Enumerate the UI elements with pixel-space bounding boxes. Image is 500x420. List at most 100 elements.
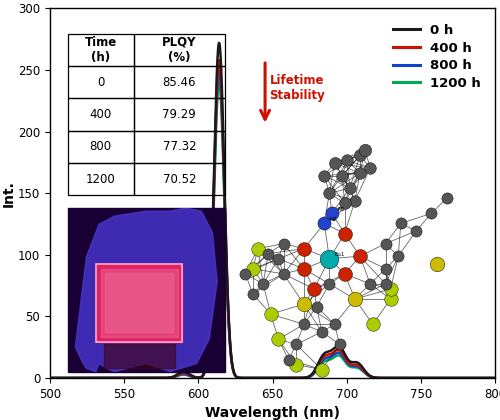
Point bbox=[386, 286, 394, 292]
Point bbox=[326, 255, 334, 262]
400 h bbox=[336, 348, 342, 353]
400 h bbox=[217, 63, 223, 68]
Bar bbox=[104, 344, 174, 368]
Point bbox=[249, 265, 257, 272]
Point bbox=[432, 260, 440, 267]
Text: 0: 0 bbox=[97, 76, 104, 89]
0 h bbox=[216, 40, 222, 45]
Bar bbox=[68, 163, 134, 195]
400 h bbox=[413, 375, 419, 381]
Point bbox=[249, 291, 257, 297]
Point bbox=[259, 281, 267, 287]
Point bbox=[382, 265, 390, 272]
Point bbox=[292, 361, 300, 368]
X-axis label: Wavelength (nm): Wavelength (nm) bbox=[205, 406, 340, 420]
Bar bbox=[134, 163, 225, 195]
Text: 77.32: 77.32 bbox=[162, 140, 196, 153]
Text: Lifetime
Stability: Lifetime Stability bbox=[270, 74, 326, 102]
Bar bbox=[106, 273, 173, 332]
Point bbox=[280, 240, 287, 247]
Text: Time
(h): Time (h) bbox=[84, 36, 116, 64]
1200 h bbox=[47, 375, 53, 381]
800 h bbox=[128, 375, 134, 381]
Bar bbox=[134, 98, 225, 131]
Text: N1: N1 bbox=[337, 207, 344, 212]
Bar bbox=[134, 131, 225, 163]
Point bbox=[356, 253, 364, 260]
Point bbox=[241, 270, 249, 277]
Point bbox=[351, 197, 359, 204]
Point bbox=[366, 165, 374, 171]
Point bbox=[412, 228, 420, 234]
Text: N2: N2 bbox=[330, 217, 337, 222]
Bar bbox=[134, 66, 225, 98]
0 h bbox=[128, 375, 134, 381]
0 h bbox=[217, 47, 223, 52]
0 h bbox=[492, 375, 498, 381]
Polygon shape bbox=[76, 208, 217, 372]
800 h bbox=[47, 375, 53, 381]
Point bbox=[340, 230, 348, 237]
1200 h bbox=[217, 85, 223, 90]
Point bbox=[338, 172, 346, 179]
Bar bbox=[134, 34, 225, 66]
Point bbox=[300, 321, 308, 328]
Point bbox=[300, 245, 308, 252]
1200 h bbox=[492, 375, 498, 381]
Text: 79.29: 79.29 bbox=[162, 108, 196, 121]
0 h bbox=[413, 375, 419, 381]
Point bbox=[351, 296, 359, 302]
Point bbox=[336, 341, 344, 348]
Point bbox=[264, 250, 272, 257]
1200 h bbox=[379, 375, 385, 381]
400 h bbox=[379, 375, 385, 381]
Point bbox=[397, 220, 405, 227]
Point bbox=[326, 281, 334, 287]
0 h bbox=[47, 375, 53, 381]
Point bbox=[274, 255, 282, 262]
Point bbox=[280, 270, 287, 277]
1200 h bbox=[413, 375, 419, 381]
Text: 70.52: 70.52 bbox=[162, 173, 196, 186]
Point bbox=[386, 296, 394, 302]
400 h bbox=[47, 375, 53, 381]
Y-axis label: Int.: Int. bbox=[1, 180, 15, 207]
Bar bbox=[100, 268, 178, 337]
Text: Eu1: Eu1 bbox=[334, 252, 345, 257]
1200 h bbox=[314, 368, 320, 373]
Point bbox=[343, 157, 351, 164]
Point bbox=[284, 356, 292, 363]
Polygon shape bbox=[76, 208, 217, 372]
400 h bbox=[128, 375, 134, 381]
Text: 1200: 1200 bbox=[86, 173, 116, 186]
Point bbox=[330, 321, 338, 328]
Point bbox=[340, 200, 348, 207]
Point bbox=[326, 190, 334, 197]
Text: 85.46: 85.46 bbox=[162, 76, 196, 89]
Point bbox=[366, 281, 374, 287]
800 h bbox=[216, 68, 222, 73]
Point bbox=[274, 336, 282, 343]
Bar bbox=[68, 131, 134, 163]
Bar bbox=[68, 66, 134, 98]
1200 h bbox=[128, 375, 134, 381]
800 h bbox=[379, 375, 385, 381]
0 h bbox=[336, 344, 342, 349]
Point bbox=[300, 265, 308, 272]
Line: 1200 h: 1200 h bbox=[50, 82, 495, 378]
Point bbox=[318, 328, 326, 335]
Point bbox=[312, 303, 320, 310]
Point bbox=[356, 170, 364, 176]
800 h bbox=[413, 375, 419, 381]
Bar bbox=[96, 264, 182, 342]
Legend: 0 h, 400 h, 800 h, 1200 h: 0 h, 400 h, 800 h, 1200 h bbox=[388, 19, 486, 95]
Bar bbox=[68, 98, 134, 131]
Point bbox=[394, 253, 402, 260]
Point bbox=[300, 301, 308, 307]
Point bbox=[267, 311, 275, 318]
400 h bbox=[314, 365, 320, 370]
Text: 800: 800 bbox=[90, 140, 112, 153]
400 h bbox=[216, 58, 222, 63]
1200 h bbox=[216, 80, 222, 85]
Point bbox=[346, 185, 354, 192]
